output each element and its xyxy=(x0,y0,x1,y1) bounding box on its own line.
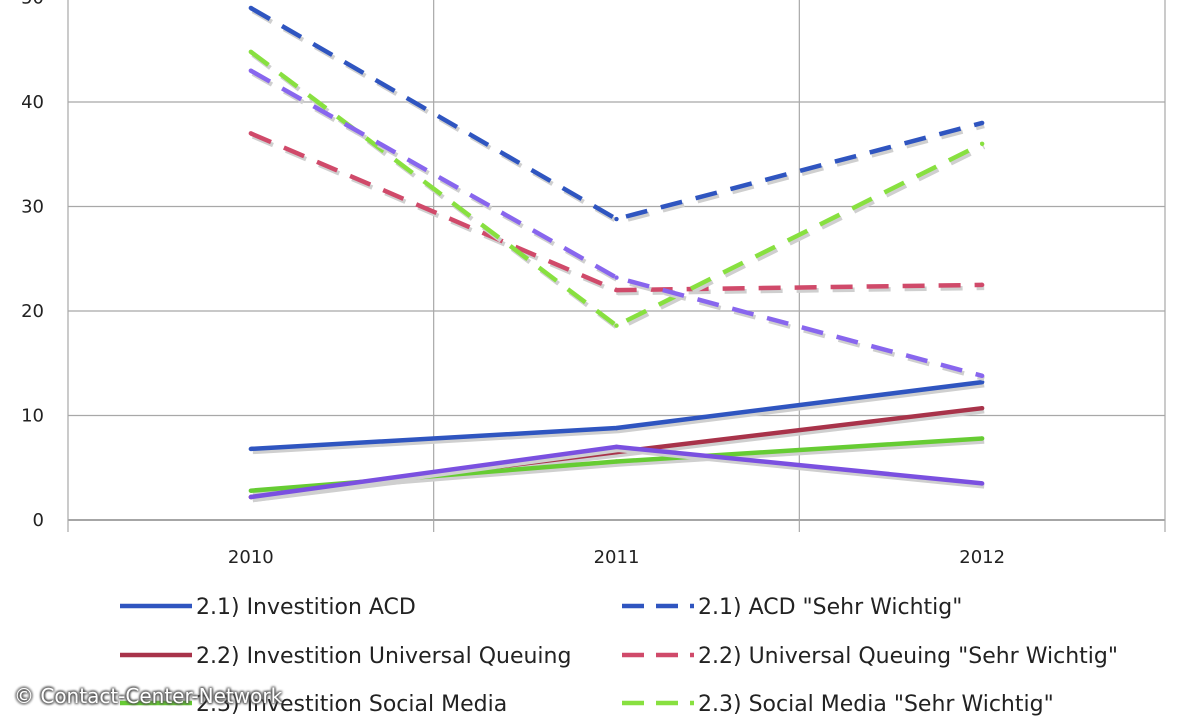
y-tick-label: 10 xyxy=(21,406,44,427)
series-point xyxy=(614,425,619,431)
legend-label: 2.1) ACD "Sehr Wichtig" xyxy=(698,595,962,620)
series-point xyxy=(979,405,985,411)
x-tick-label: 2011 xyxy=(594,547,640,568)
series-point xyxy=(979,481,985,486)
series-point xyxy=(979,141,985,146)
legend-label: 2.2) Investition Universal Queuing xyxy=(196,644,571,669)
series-line xyxy=(249,68,983,378)
series-point xyxy=(248,68,254,73)
series-point xyxy=(248,5,254,11)
series-line-shadow xyxy=(252,447,985,503)
series-point xyxy=(248,131,254,136)
series-point xyxy=(979,373,985,378)
series-point xyxy=(979,120,985,126)
copyright-watermark: © Contact-Center-Network xyxy=(14,684,283,708)
series-point xyxy=(979,436,985,441)
legend-label: 2.2) Universal Queuing "Sehr Wichtig" xyxy=(698,644,1118,669)
series-line xyxy=(249,49,984,328)
series-point xyxy=(979,379,985,385)
y-tick-label: 30 xyxy=(21,197,44,218)
y-tick-label: 0 xyxy=(33,510,44,531)
series-line-shadow xyxy=(251,134,985,296)
series-point xyxy=(614,275,619,280)
series-point xyxy=(614,216,619,222)
series-point xyxy=(248,494,254,500)
y-tick-label: 50 xyxy=(21,0,44,9)
series-line-shadow xyxy=(251,9,985,225)
series-line xyxy=(249,6,983,222)
series-point xyxy=(614,459,619,464)
legend-label: 2.1) Investition ACD xyxy=(196,595,416,620)
series-line-shadow xyxy=(252,382,985,455)
x-tick-label: 2012 xyxy=(959,547,1005,568)
series-point xyxy=(614,444,619,450)
series-point xyxy=(248,49,254,55)
legend-label: 2.3) Investition Social Media xyxy=(196,692,507,717)
series-point xyxy=(614,323,619,328)
y-tick-label: 40 xyxy=(21,92,44,113)
series-point xyxy=(248,446,254,452)
series-point xyxy=(979,282,985,288)
legend-label: 2.3) Social Media "Sehr Wichtig" xyxy=(698,692,1054,717)
y-tick-label: 20 xyxy=(21,301,44,322)
x-tick-label: 2010 xyxy=(228,547,274,568)
series-point xyxy=(614,287,619,293)
series-point xyxy=(248,488,254,493)
series-line-shadow xyxy=(251,71,985,381)
